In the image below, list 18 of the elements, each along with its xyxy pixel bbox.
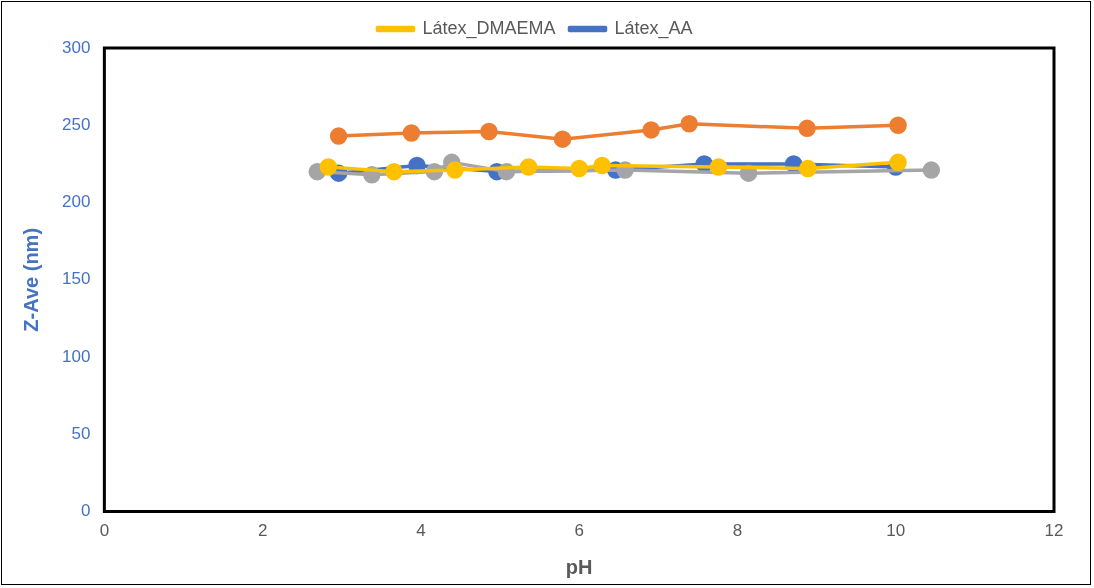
y-tick-label: 100	[61, 346, 91, 366]
x-tick-label: 8	[732, 521, 743, 541]
x-tick-label: 4	[416, 521, 426, 541]
x-tick-label: 6	[574, 521, 584, 541]
y-tick-label: 200	[61, 192, 91, 212]
x-tick-label: 12	[1044, 521, 1064, 541]
y-tick-label: 150	[61, 269, 91, 289]
x-axis-title: pH	[565, 555, 593, 578]
y-tick-label: 250	[61, 114, 91, 134]
x-tick-label: 0	[99, 521, 110, 541]
y-tick-label: 0	[80, 501, 91, 521]
y-tick-label: 300	[61, 37, 91, 57]
legend-label: Látex_AA	[614, 17, 693, 39]
legend-label: Látex_DMAEMA	[422, 17, 556, 39]
x-tick-label: 2	[257, 521, 268, 541]
y-axis-title: Z-Ave (nm)	[19, 227, 42, 332]
x-tick-label: 10	[886, 521, 906, 541]
y-tick-label: 50	[71, 424, 91, 444]
